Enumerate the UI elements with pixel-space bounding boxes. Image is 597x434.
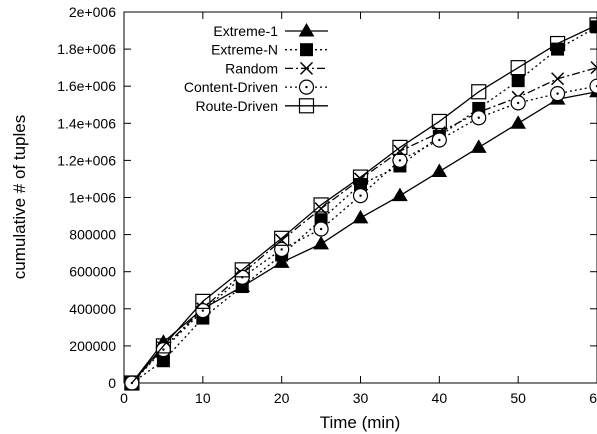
series-extreme-1: [124, 83, 597, 389]
legend-label: Extreme-1: [213, 23, 278, 39]
data-point-extreme-1: [431, 163, 448, 178]
data-point-content-driven: [589, 78, 597, 94]
y-tick-label: 1e+006: [69, 190, 116, 206]
series-line-route-driven: [131, 24, 597, 384]
data-point-content-driven: [352, 188, 369, 204]
data-point-content-driven: [392, 152, 408, 168]
data-point-content-driven: [195, 303, 211, 319]
legend-item-content-driven: Content-Driven: [184, 79, 328, 95]
data-point-extreme-n: [511, 74, 525, 88]
data-point-extreme-1: [470, 139, 487, 153]
y-tick-label: 2e+006: [69, 4, 116, 20]
data-point-random: [590, 61, 597, 75]
data-point-extreme-1: [510, 115, 527, 129]
legend-label: Extreme-N: [211, 42, 278, 58]
marker-center: [477, 116, 480, 119]
marker-center: [398, 159, 402, 162]
legend-item-random: Random: [225, 60, 328, 76]
data-point-content-driven: [549, 86, 566, 102]
data-point-random: [551, 72, 565, 86]
data-point-random: [314, 202, 328, 216]
series-line-content-driven: [131, 85, 597, 384]
marker-center: [162, 348, 165, 351]
data-point-route-driven: [549, 35, 566, 52]
legend-marker: [298, 98, 315, 114]
legend-marker: [299, 61, 314, 75]
x-tick-label: 60: [589, 390, 597, 406]
marker-center: [201, 309, 205, 312]
y-tick-label: 1.8e+006: [57, 41, 116, 57]
data-point-content-driven: [155, 342, 172, 358]
data-point-route-driven: [195, 293, 211, 309]
marker-center: [305, 85, 308, 89]
y-axis-title: cumulative # of tuples: [10, 115, 29, 279]
x-tick-label: 50: [510, 390, 526, 406]
legend-marker: [298, 79, 315, 95]
x-tick-label: 0: [120, 390, 128, 406]
data-point-content-driven: [510, 95, 526, 111]
series-line-random: [131, 67, 597, 384]
series-extreme-n: [125, 20, 597, 390]
data-point-content-driven: [431, 132, 447, 148]
y-tick-label: 1.2e+006: [57, 152, 116, 168]
data-point-route-driven: [313, 197, 329, 213]
data-series-layer: [124, 17, 597, 391]
data-point-extreme-1: [313, 235, 329, 250]
series-line-extreme-1: [131, 91, 597, 384]
data-point-route-driven: [352, 169, 369, 185]
y-tick-label: 1.6e+006: [57, 78, 116, 94]
y-tick-label: 800000: [69, 227, 116, 243]
data-point-extreme-1: [352, 209, 369, 224]
marker-center: [516, 101, 520, 105]
marker-ring: [589, 78, 597, 94]
data-point-route-driven: [589, 17, 597, 33]
y-tick-label: 400000: [69, 301, 116, 317]
marker-center: [556, 92, 559, 95]
legend-marker: [298, 23, 315, 37]
data-point-route-driven: [155, 338, 172, 354]
x-tick-label: 30: [353, 390, 369, 406]
y-tick-label: 600000: [69, 264, 116, 280]
data-point-random: [353, 172, 368, 186]
legend-item-route-driven: Route-Driven: [196, 98, 328, 114]
legend: Extreme-1 Extreme-N Random Content-Driven Ro…: [184, 23, 328, 114]
marker-center: [280, 248, 283, 251]
series-content-driven: [124, 78, 597, 391]
legend-label: Content-Driven: [184, 79, 278, 95]
legend-item-extreme-n: Extreme-N: [211, 42, 328, 58]
marker-center: [438, 138, 441, 142]
data-point-route-driven: [274, 230, 290, 246]
data-point-route-driven: [510, 60, 526, 76]
y-tick-label: 200000: [69, 338, 116, 354]
series-route-driven: [124, 17, 597, 391]
legend-label: Random: [225, 60, 278, 76]
data-point-route-driven: [234, 262, 250, 278]
data-point-extreme-1: [392, 187, 408, 202]
x-tick-label: 10: [195, 390, 211, 406]
legend-item-extreme-1: Extreme-1: [213, 23, 328, 39]
data-point-content-driven: [471, 110, 487, 126]
data-point-route-driven: [471, 84, 487, 100]
y-tick-label: 0: [108, 375, 116, 391]
x-tick-label: 20: [274, 390, 290, 406]
data-point-route-driven: [431, 113, 447, 130]
data-point-content-driven: [313, 221, 329, 237]
marker-center: [319, 227, 323, 231]
data-point-route-driven: [124, 375, 140, 391]
y-tick-label: 1.4e+006: [57, 115, 116, 131]
marker-center: [359, 194, 362, 197]
data-point-content-driven: [274, 241, 290, 258]
data-point-route-driven: [392, 139, 408, 156]
axis-ticks: 0 10 20 30 40 50 60 0 200000 400000 600000 800000 1e…: [57, 4, 597, 406]
x-axis-title: Time (min): [320, 413, 401, 432]
legend-marker: [300, 43, 313, 57]
x-tick-label: 40: [432, 390, 448, 406]
legend-label: Route-Driven: [196, 98, 278, 114]
data-point-extreme-n: [551, 42, 565, 56]
